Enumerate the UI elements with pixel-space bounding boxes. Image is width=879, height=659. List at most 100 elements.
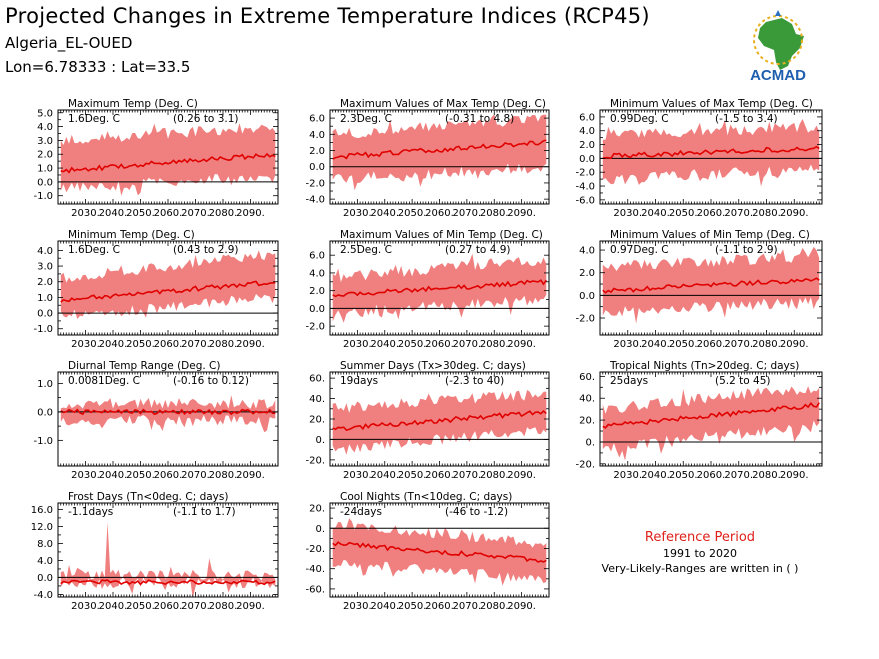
median-line xyxy=(332,139,547,160)
x-tick-label: 2080. xyxy=(752,339,781,350)
chart-title: Minimum Temp (Deg. C) xyxy=(68,229,195,241)
chart-panel: 2030.2040.2050.2060.2070.2080.2090. 6.0 4.… xyxy=(305,98,550,219)
y-tick-label: 6.0 xyxy=(309,251,325,262)
change-value: 2.5Deg. C xyxy=(340,244,392,256)
y-tick-label: 0.0 xyxy=(309,304,325,315)
x-tick-label: 2040. xyxy=(370,601,399,612)
x-tick-label: 2040. xyxy=(641,470,670,481)
chart-title: Maximum Values of Max Temp (Deg. C) xyxy=(340,98,546,110)
y-tick-label: 2.0 xyxy=(37,277,53,288)
x-tick-label: 2070. xyxy=(724,470,753,481)
y-tick-label: -4.0 xyxy=(575,182,595,193)
y-tick-label: 4.0 xyxy=(309,130,325,141)
very-likely-range: (-46 to -1.2) xyxy=(445,506,508,518)
africa-map-icon xyxy=(753,10,804,70)
x-tick-label: 2030. xyxy=(71,339,100,350)
y-tick-label: -2.0 xyxy=(305,322,325,333)
chart-title: Cool Nights (Tn<10deg. C; days) xyxy=(340,491,512,503)
x-tick-label: 2060. xyxy=(425,339,454,350)
y-tick-label: 0.0 xyxy=(37,407,53,418)
x-tick-label: 2060. xyxy=(154,208,183,219)
x-tick-label: 2030. xyxy=(71,470,100,481)
y-tick-label: 4.0 xyxy=(309,268,325,279)
y-tick-label: -2.0 xyxy=(305,178,325,189)
chart-panel: 2030.2040.2050.2060.2070.2080.2090. 60. 40… xyxy=(575,360,823,481)
change-value: 0.97Deg. C xyxy=(610,244,669,256)
likely-range-band xyxy=(602,119,820,187)
median-line xyxy=(60,280,276,303)
y-tick-label: 3.0 xyxy=(37,262,53,273)
logo-text: ACMAD xyxy=(750,67,806,84)
y-tick-label: 16.0 xyxy=(31,505,53,516)
y-tick-label: 6.0 xyxy=(579,112,595,123)
y-tick-label: -2.0 xyxy=(575,168,595,179)
change-value: 1.6Deg. C xyxy=(68,113,120,125)
y-tick-label: 4.0 xyxy=(37,556,53,567)
x-tick-label: 2090. xyxy=(780,339,809,350)
change-value: 0.99Deg. C xyxy=(610,113,669,125)
median-line xyxy=(332,279,547,298)
x-tick-label: 2050. xyxy=(126,339,155,350)
x-tick-label: 2090. xyxy=(507,208,536,219)
y-tick-label: 0.0 xyxy=(579,291,595,302)
y-tick-label: 2.0 xyxy=(37,150,53,161)
y-tick-label: -1.0 xyxy=(33,324,53,335)
x-tick-label: 2060. xyxy=(425,470,454,481)
x-tick-label: 2080. xyxy=(480,208,509,219)
very-likely-range: (-0.31 to 4.8) xyxy=(445,113,514,125)
x-tick-label: 2070. xyxy=(453,208,482,219)
x-tick-label: 2090. xyxy=(236,339,265,350)
x-tick-label: 2080. xyxy=(752,470,781,481)
x-tick-label: 2080. xyxy=(209,601,238,612)
likely-range-band xyxy=(332,390,547,455)
x-tick-label: 2050. xyxy=(669,470,698,481)
likely-range-band xyxy=(60,522,276,597)
y-tick-label: 0. xyxy=(585,437,595,448)
x-tick-label: 2050. xyxy=(398,470,427,481)
y-tick-label: 4.0 xyxy=(579,246,595,257)
x-tick-label: 2080. xyxy=(480,601,509,612)
y-tick-label: -60. xyxy=(305,584,325,595)
x-tick-label: 2040. xyxy=(99,339,128,350)
chart-panel: 2030.2040.2050.2060.2070.2080.2090. 60. 40… xyxy=(305,360,550,481)
x-tick-label: 2070. xyxy=(724,339,753,350)
x-tick-label: 2040. xyxy=(99,470,128,481)
y-tick-label: -20. xyxy=(305,455,325,466)
x-tick-label: 2050. xyxy=(126,208,155,219)
y-tick-label: 6.0 xyxy=(309,114,325,125)
change-value: 25days xyxy=(610,375,648,387)
x-tick-label: 2030. xyxy=(71,601,100,612)
y-tick-label: 4.0 xyxy=(37,122,53,133)
median-line xyxy=(602,145,820,160)
y-tick-label: 1.0 xyxy=(37,293,53,304)
x-tick-label: 2090. xyxy=(780,470,809,481)
x-tick-label: 2060. xyxy=(697,208,726,219)
x-tick-label: 2050. xyxy=(126,601,155,612)
change-value: 1.6Deg. C xyxy=(68,244,120,256)
x-tick-label: 2070. xyxy=(181,601,210,612)
chart-panel: 2030.2040.2050.2060.2070.2080.2090. 16.0 1… xyxy=(31,491,279,612)
x-tick-label: 2080. xyxy=(209,470,238,481)
x-tick-label: 2080. xyxy=(209,208,238,219)
chart-title: Frost Days (Tn<0deg. C; days) xyxy=(68,491,228,503)
median-line xyxy=(60,579,276,586)
y-tick-label: 12.0 xyxy=(31,522,53,533)
x-tick-label: 2040. xyxy=(370,208,399,219)
y-tick-label: -2.0 xyxy=(575,314,595,325)
y-tick-label: -40. xyxy=(305,564,325,575)
chart-panel: 2030. 2040. 2050. 2060. 2070. 2080. 2090. 4.0 2.… xyxy=(575,229,823,350)
reference-note: Very-Likely-Ranges are written in ( ) xyxy=(601,562,799,575)
chart-panel: 2030.2040.2050.2060.2070.2080.2090. 20. 0.… xyxy=(305,491,550,612)
x-tick-label: 2040. xyxy=(99,601,128,612)
x-tick-label: 2050. xyxy=(669,339,698,350)
x-tick-label: 2050. xyxy=(398,339,427,350)
x-tick-label: 2060. xyxy=(154,470,183,481)
x-tick-label: 2070. xyxy=(181,470,210,481)
median-line xyxy=(60,408,276,416)
y-tick-label: 20. xyxy=(309,504,325,515)
chart-panel: 2030.2040.2050.2060.2070.2080.2090. 5.0 4.… xyxy=(33,98,279,219)
y-tick-label: 2.0 xyxy=(579,140,595,151)
y-tick-label: 1.0 xyxy=(37,164,53,175)
very-likely-range: (-1.1 to 2.9) xyxy=(715,244,778,256)
